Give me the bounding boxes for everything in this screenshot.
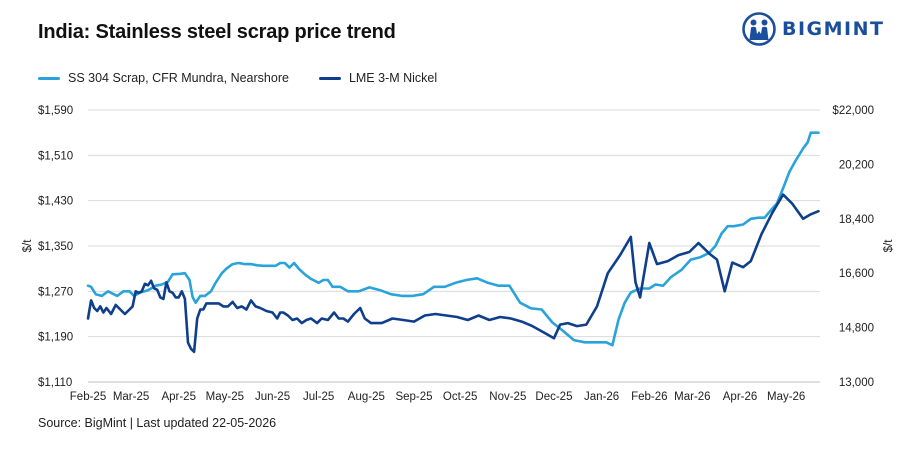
right-tick-label: 20,200 xyxy=(839,159,874,171)
x-tick-label: Aug-25 xyxy=(348,391,385,403)
legend-label-lme-nickel: LME 3-M Nickel xyxy=(348,71,438,85)
left-tick-label: $1,190 xyxy=(38,332,73,344)
x-tick-label: Apr-25 xyxy=(161,391,196,403)
x-tick-label: Nov-25 xyxy=(489,391,526,403)
left-tick-label: $1,430 xyxy=(38,196,73,208)
legend-swatch-lme-nickel xyxy=(318,76,341,80)
x-tick-label: Feb-26 xyxy=(631,391,667,403)
left-tick-label: $1,350 xyxy=(38,241,73,253)
legend-item-lme-nickel: LME 3-M Nickel xyxy=(318,71,438,85)
left-tick-label: $1,110 xyxy=(38,377,72,389)
x-tick-label: Feb-25 xyxy=(70,391,106,403)
x-tick-label: Oct-25 xyxy=(443,391,478,403)
left-tick-label: $1,510 xyxy=(38,150,73,162)
x-tick-label: May-25 xyxy=(206,391,244,403)
x-tick-label: Apr-26 xyxy=(723,391,758,403)
bigmint-logo-icon xyxy=(742,12,776,46)
x-tick-label: May-26 xyxy=(767,391,805,403)
left-tick-label: $1,270 xyxy=(38,286,73,298)
legend-swatch-ss304 xyxy=(38,76,60,80)
right-axis-ticks: 13,000 14,800 16,600 18,400 20,200 $22,000 xyxy=(832,105,874,389)
grid-lines xyxy=(88,109,820,383)
left-axis-ticks: $1,110 $1,190 $1,270 $1,350 $1,430 $1,510 $1,5… xyxy=(38,105,73,389)
right-tick-label: 14,800 xyxy=(839,323,874,335)
x-tick-label: Dec-25 xyxy=(535,391,572,403)
x-tick-label: Jul-25 xyxy=(303,391,334,403)
legend-label-ss304: SS 304 Scrap, CFR Mundra, Nearshore xyxy=(68,71,289,85)
brand-name: BIGMINT xyxy=(782,18,885,40)
series-line-lme-nickel xyxy=(86,193,820,354)
brand-logo: BIGMINT xyxy=(742,12,885,46)
chart-title: India: Stainless steel scrap price trend xyxy=(38,21,396,43)
x-tick-label: Mar-25 xyxy=(113,391,149,403)
x-tick-label: Jan-26 xyxy=(584,391,619,403)
legend-item-ss304: SS 304 Scrap, CFR Mundra, Nearshore xyxy=(38,71,289,85)
right-tick-label: 16,600 xyxy=(839,268,874,280)
left-axis-label: $/t xyxy=(22,239,34,253)
x-tick-label: Jun-25 xyxy=(255,391,290,403)
chart-legend: SS 304 Scrap, CFR Mundra, Nearshore LME … xyxy=(38,71,467,85)
x-tick-label: Mar-26 xyxy=(674,391,710,403)
series-lines xyxy=(86,131,820,354)
left-tick-label: $1,590 xyxy=(38,105,73,117)
source-note: Source: BigMint | Last updated 22-05-202… xyxy=(38,416,277,430)
series-line-ss304-scrap xyxy=(86,131,820,347)
right-axis-label: $/t xyxy=(883,239,895,253)
right-tick-label: 18,400 xyxy=(839,214,874,226)
right-tick-label: 13,000 xyxy=(839,377,874,389)
x-tick-label: Sep-25 xyxy=(395,391,432,403)
right-tick-label: $22,000 xyxy=(832,105,874,117)
x-axis-ticks: Feb-25 Mar-25 Apr-25 May-25 Jun-25 Jul-25 Aug-… xyxy=(70,391,806,403)
